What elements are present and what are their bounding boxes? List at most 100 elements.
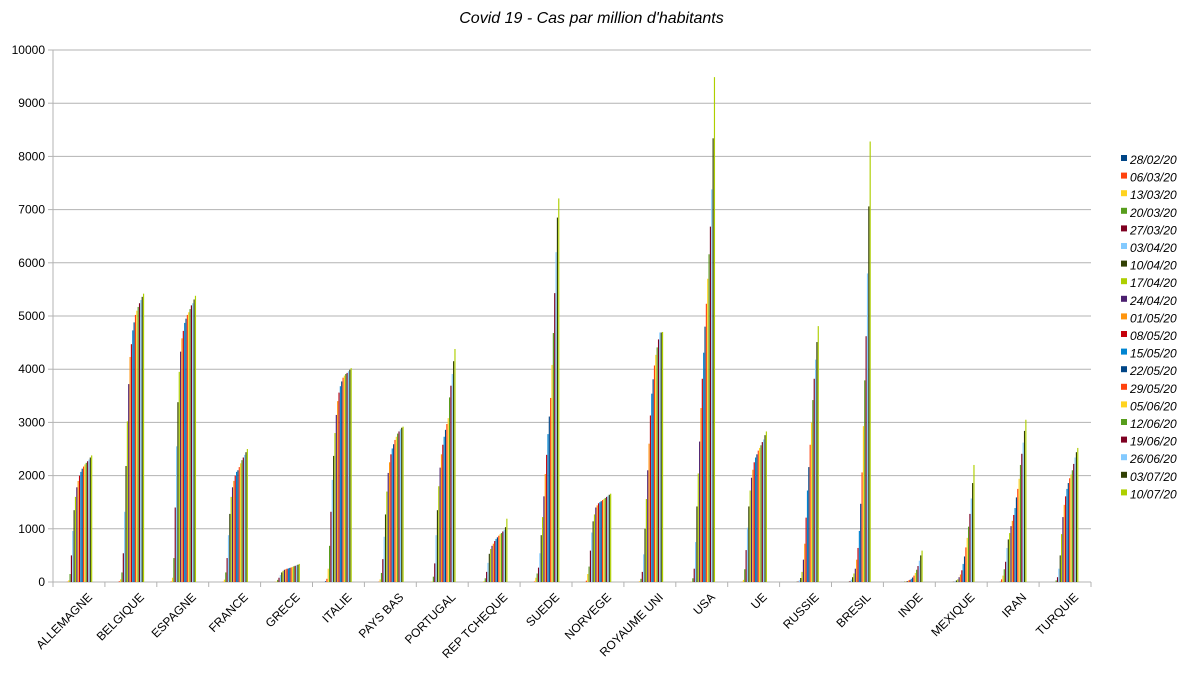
bar	[226, 558, 228, 582]
legend-swatch	[1121, 401, 1127, 408]
legend-item: 20/03/20	[1121, 206, 1177, 220]
bar	[599, 502, 601, 582]
bar	[585, 580, 587, 582]
bar	[1023, 430, 1026, 582]
bar	[752, 469, 754, 582]
bar	[697, 473, 699, 582]
legend-item: 29/05/20	[1121, 382, 1177, 396]
bar	[171, 577, 174, 582]
bar	[552, 333, 554, 582]
bar	[241, 460, 243, 582]
bar	[954, 581, 956, 582]
bar	[194, 295, 197, 582]
legend-label: 08/05/20	[1130, 329, 1177, 343]
bar	[957, 579, 959, 582]
bar	[238, 467, 240, 582]
bar	[338, 392, 340, 582]
category-label: MEXIQUE	[928, 590, 977, 639]
bar	[857, 547, 859, 582]
bar	[858, 530, 860, 582]
bar	[601, 500, 604, 582]
bar	[849, 581, 851, 582]
bar	[965, 547, 967, 582]
bar	[809, 444, 811, 582]
bar	[346, 372, 348, 582]
bar	[182, 330, 184, 582]
bar	[854, 568, 856, 582]
legend-item: 17/04/20	[1121, 276, 1177, 290]
bar	[389, 462, 391, 582]
bar	[537, 567, 540, 582]
category-label: GRECE	[263, 590, 303, 630]
bar	[298, 563, 300, 582]
bar	[334, 433, 336, 582]
bar	[798, 580, 800, 582]
bar	[431, 581, 433, 582]
bar	[918, 560, 920, 582]
bar	[660, 332, 662, 582]
bar	[451, 373, 453, 582]
bar	[610, 493, 612, 582]
legend-label: 12/06/20	[1130, 417, 1177, 431]
bar	[227, 535, 230, 582]
bar	[539, 553, 541, 582]
bar	[73, 510, 75, 582]
bar	[136, 310, 138, 582]
bar	[810, 422, 813, 582]
bar	[128, 384, 130, 582]
bar	[174, 507, 176, 582]
bar	[661, 331, 664, 582]
bar	[649, 415, 651, 582]
bar	[647, 470, 649, 582]
bar	[963, 556, 966, 582]
bar	[343, 375, 345, 582]
y-tick-label: 6000	[18, 256, 45, 270]
bar	[1055, 580, 1057, 582]
bar	[1011, 520, 1013, 582]
bar	[395, 436, 397, 582]
bar	[192, 303, 194, 582]
bar	[1013, 514, 1015, 582]
bar	[506, 518, 508, 582]
bar	[223, 579, 226, 582]
bar	[89, 457, 91, 582]
bar	[814, 359, 817, 582]
bar	[494, 541, 496, 582]
bar	[797, 581, 799, 582]
bar	[121, 572, 123, 582]
bar	[1001, 579, 1003, 582]
bar	[447, 418, 449, 582]
legend-swatch	[1121, 243, 1127, 249]
bar	[555, 252, 557, 582]
bar	[701, 378, 703, 582]
bar	[1019, 464, 1022, 582]
bar	[87, 461, 89, 582]
bar	[1067, 483, 1069, 582]
legend-label: 28/02/20	[1129, 153, 1177, 167]
category-label: PAYS BAS	[356, 590, 407, 641]
bar	[349, 369, 351, 582]
bar	[921, 550, 923, 582]
bar	[488, 553, 490, 582]
bar	[695, 542, 697, 582]
bar	[188, 312, 190, 582]
bar	[435, 535, 437, 582]
bar	[756, 454, 758, 582]
y-tick-label: 8000	[18, 149, 45, 163]
bar	[74, 496, 77, 582]
bar	[379, 579, 381, 582]
bar	[132, 330, 134, 582]
bar	[1069, 478, 1071, 582]
legend-swatch	[1121, 383, 1127, 390]
bar	[229, 513, 231, 582]
bar	[801, 571, 803, 582]
bar	[639, 581, 641, 582]
bar	[503, 529, 505, 582]
bar	[865, 336, 867, 582]
bar	[597, 503, 600, 582]
bar	[910, 578, 912, 582]
bar	[1075, 452, 1077, 582]
bar	[184, 322, 186, 582]
bar	[331, 479, 333, 582]
bar	[543, 496, 545, 582]
